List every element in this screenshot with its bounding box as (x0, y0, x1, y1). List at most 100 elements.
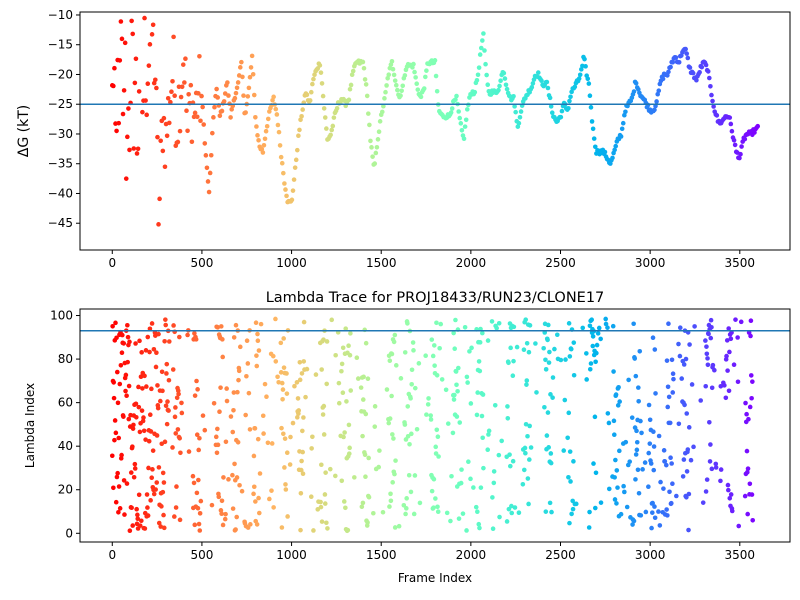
lambda-point (480, 435, 485, 441)
lambda-point (443, 387, 449, 393)
lambda-point (633, 477, 638, 482)
lambda-point (179, 410, 185, 416)
lambda-point (640, 467, 645, 472)
lambda-point (525, 476, 531, 481)
dg-point (178, 94, 184, 100)
lambda-point (273, 316, 278, 322)
lambda-point (402, 350, 408, 355)
dg-point (529, 84, 535, 90)
lambda-point (352, 475, 357, 480)
lambda-point (478, 485, 484, 490)
lambda-point (390, 432, 395, 437)
lambda-point (284, 371, 289, 376)
lambda-point (244, 373, 249, 379)
dg-point (235, 80, 241, 85)
lambda-point (429, 488, 435, 494)
lambda-point (706, 331, 711, 337)
lambda-point (133, 341, 138, 346)
lambda-point (254, 522, 260, 527)
lambda-point (412, 385, 418, 391)
lambda-point (676, 421, 682, 427)
dg-point (255, 133, 260, 138)
dg-point (184, 108, 189, 114)
lambda-point (389, 351, 395, 357)
dg-point (284, 193, 289, 199)
lambda-point (148, 498, 153, 503)
lambda-point (130, 523, 136, 528)
lambda-point (121, 341, 127, 346)
dg-point (317, 63, 323, 68)
lambda-point (725, 482, 731, 488)
lambda-point (638, 418, 643, 424)
dg-point (274, 112, 280, 117)
lambda-point (468, 476, 473, 482)
lambda-point (704, 477, 710, 482)
dg-point (449, 106, 455, 111)
lambda-point (651, 467, 657, 473)
lambda-point (252, 426, 258, 431)
lambda-point (516, 510, 522, 515)
lambda-point (284, 391, 290, 396)
lambda-point (433, 444, 439, 450)
lambda-point (750, 379, 755, 384)
dg-point (402, 73, 408, 78)
lambda-point (287, 462, 293, 467)
dg-point (392, 78, 398, 83)
lambda-point (512, 505, 518, 510)
x-tick-label: 3500 (725, 256, 756, 270)
dg-point (472, 89, 478, 95)
dg-point (535, 70, 541, 75)
lambda-point (346, 422, 352, 428)
dg-point (245, 94, 251, 99)
lambda-point (195, 505, 201, 511)
lambda-point (228, 414, 234, 419)
lambda-point (468, 401, 474, 406)
lambda-point (624, 504, 630, 510)
lambda-point (137, 429, 143, 435)
dg-point (160, 148, 166, 154)
x-tick-label: 1000 (276, 548, 307, 562)
lambda-point (236, 368, 242, 374)
dg-point (588, 105, 594, 110)
dg-point (311, 76, 316, 82)
lambda-point (647, 417, 653, 423)
lambda-point (566, 410, 572, 416)
dg-point (369, 145, 374, 150)
lambda-point (239, 488, 245, 494)
lambda-point (336, 400, 342, 406)
lambda-point (618, 511, 624, 517)
lambda-point (736, 523, 742, 529)
lambda-point (480, 392, 486, 397)
dg-point (211, 115, 216, 120)
lambda-point (668, 455, 673, 461)
lambda-point (162, 439, 168, 445)
lambda-point (724, 353, 729, 359)
dg-point (320, 93, 326, 99)
dg-point (511, 93, 516, 99)
dg-point (670, 59, 676, 65)
lambda-point (256, 348, 262, 353)
lambda-point (464, 528, 469, 533)
lambda-point (592, 505, 598, 511)
x-tick-label: 3500 (725, 548, 756, 562)
dg-point (158, 138, 163, 144)
dg-point (131, 146, 137, 151)
lambda-point (110, 323, 115, 329)
lambda-point (646, 450, 652, 456)
lambda-point (186, 449, 192, 454)
x-tick-label: 1500 (366, 548, 397, 562)
dg-point (146, 63, 152, 68)
lambda-point (733, 317, 738, 322)
lambda-y-ticks: 0 20 40 60 80 100 (50, 309, 80, 540)
dg-point (112, 65, 117, 71)
dg-point (208, 152, 214, 158)
lambda-point (636, 399, 641, 404)
lambda-point (745, 511, 750, 517)
lambda-point (425, 402, 431, 407)
lambda-point (262, 381, 268, 387)
lambda-point (254, 353, 259, 358)
lambda-point (558, 357, 564, 363)
lambda-point (511, 358, 516, 364)
lambda-point (507, 452, 512, 457)
dg-point (331, 115, 337, 120)
